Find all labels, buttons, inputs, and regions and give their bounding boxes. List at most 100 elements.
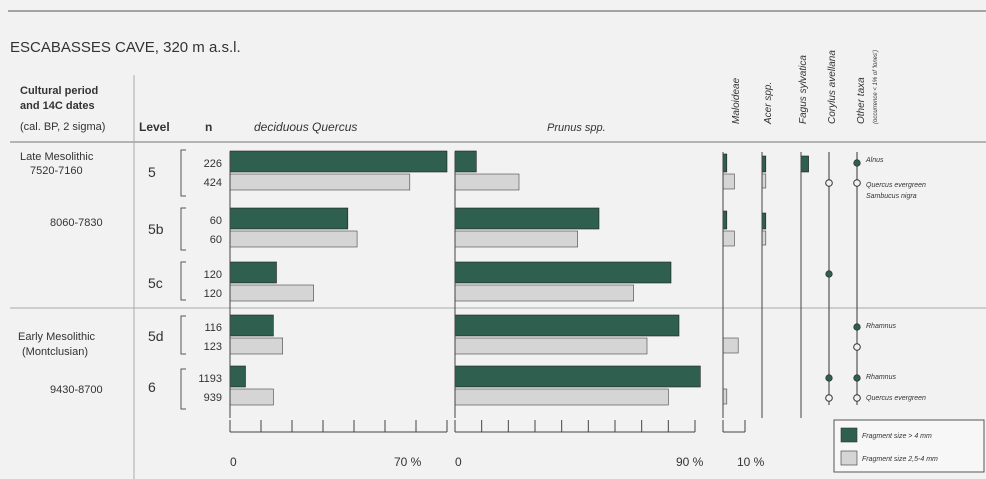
count-large: 116 (204, 322, 222, 334)
bar-1-small-3 (454, 337, 648, 355)
quercus-axis-left: 0 (230, 455, 237, 469)
bar-0-small-0 (229, 173, 411, 191)
period-header-line3: (cal. BP, 2 sigma) (20, 121, 105, 133)
level-header: Level (139, 120, 170, 134)
dot-1-large-0 (853, 159, 861, 167)
dot-1-small-0 (853, 179, 861, 187)
bar-1-large-0 (454, 150, 477, 173)
other-taxa-labels: Alnus Quercus evergreen Sambucus nigra Rham… (865, 157, 926, 402)
bar-3-large-1 (761, 212, 767, 230)
panel-label-prunus: Prunus spp. (547, 122, 606, 134)
bar-2-small-4 (722, 388, 728, 405)
bracket-0 (180, 149, 186, 197)
bar-1-small-2 (454, 284, 634, 302)
count-large: 226 (204, 158, 222, 170)
bar-0-small-1 (229, 230, 358, 248)
bar-0-large-2 (229, 261, 277, 284)
panel-label-other-taxa: Other taxa (856, 77, 867, 124)
count-small: 123 (204, 341, 222, 353)
level-brackets (180, 149, 186, 410)
period-header-line2: and 14C dates (20, 100, 95, 112)
quercus-axis-right: 70 % (394, 455, 422, 469)
panel-label-maloideae: Maloideae (731, 77, 742, 124)
other-taxa-note: (occurrence < 1% of 'lones') (873, 50, 879, 124)
other-taxa-label: Sambucus nigra (866, 193, 917, 200)
level-label: 5d (148, 328, 164, 344)
other-taxa-label: Rhamnus (866, 374, 896, 381)
panel-label-quercus: deciduous Quercus (254, 120, 357, 134)
bar-1-large-2 (454, 261, 672, 284)
bracket-1 (180, 207, 186, 251)
dot-0-large-4 (825, 374, 833, 382)
dot-1-large-4 (853, 374, 861, 382)
early-period-name: Early Mesolithic (18, 331, 96, 343)
bar-2-large-1 (722, 210, 728, 230)
count-small: 939 (204, 392, 222, 404)
bracket-3 (180, 315, 186, 355)
bar-1-small-4 (454, 388, 669, 406)
dot-1-large-3 (853, 323, 861, 331)
count-small: 424 (204, 177, 222, 189)
bar-3-small-0 (761, 173, 767, 189)
axes (229, 152, 802, 433)
dot-0-large-2 (825, 270, 833, 278)
early-period-date2: 9430-8700 (50, 384, 103, 396)
bar-0-small-4 (229, 388, 274, 406)
bracket-2 (180, 261, 186, 301)
level-label: 5b (148, 221, 164, 237)
bar-3-small-1 (761, 230, 767, 246)
bar-4-large-0 (800, 155, 809, 173)
bar-3-large-0 (761, 155, 767, 173)
bar-0-large-0 (229, 150, 448, 173)
late-period-date2: 8060-7830 (50, 217, 103, 229)
bar-2-small-1 (722, 230, 735, 247)
count-labels: 226 424 60 60 120 120 116 123 1193 939 (198, 158, 222, 404)
prunus-axis-right: 90 % (676, 455, 704, 469)
bar-0-large-4 (229, 365, 246, 388)
late-period-name: Late Mesolithic (20, 151, 94, 163)
level-label: 6 (148, 379, 156, 395)
dot-1-small-3 (853, 343, 861, 351)
count-large: 1193 (198, 373, 222, 385)
other-taxa-label: Quercus evergreen (866, 182, 926, 189)
dot-0-small-0 (825, 179, 833, 187)
count-large: 120 (204, 269, 222, 281)
dot-0-small-4 (825, 394, 833, 402)
bar-1-small-0 (454, 173, 520, 191)
legend-swatch-small (840, 450, 858, 466)
bar-0-large-1 (229, 207, 349, 230)
level-labels: 5 5b 5c 5d 6 (148, 164, 164, 395)
bar-1-large-3 (454, 314, 680, 337)
n-header: n (205, 120, 212, 134)
count-large: 60 (210, 215, 222, 227)
legend-label-small: Fragment size 2,5-4 mm (862, 456, 938, 463)
count-small: 60 (210, 234, 222, 246)
bar-1-large-1 (454, 207, 600, 230)
period-header-line1: Cultural period (20, 85, 98, 97)
bar-0-small-3 (229, 337, 284, 355)
maloideae-axis-right: 10 % (737, 455, 765, 469)
legend-swatch-large (840, 427, 858, 443)
level-label: 5 (148, 164, 156, 180)
bars (229, 150, 809, 406)
bar-2-small-3 (722, 337, 739, 354)
late-period-date1: 7520-7160 (30, 165, 83, 177)
panel-label-corylus: Corylus avellana (827, 50, 838, 124)
bar-2-small-0 (722, 173, 735, 190)
legend: Fragment size > 4 mm Fragment size 2,5-4… (833, 419, 985, 473)
bar-2-large-0 (722, 153, 728, 173)
early-period-subname: (Montclusian) (22, 346, 88, 358)
bracket-4 (180, 368, 186, 410)
level-label: 5c (148, 275, 163, 291)
other-taxa-label: Quercus evergreen (866, 395, 926, 402)
panel-label-acer: Acer spp. (763, 82, 774, 125)
count-small: 120 (204, 288, 222, 300)
prunus-axis-left: 0 (455, 455, 462, 469)
legend-box (833, 419, 985, 473)
other-taxa-label: Alnus (865, 157, 884, 164)
bar-1-small-1 (454, 230, 578, 248)
dot-columns (825, 152, 861, 405)
panel-label-fagus: Fagus sylvatica (798, 55, 809, 124)
bar-1-large-4 (454, 365, 701, 388)
